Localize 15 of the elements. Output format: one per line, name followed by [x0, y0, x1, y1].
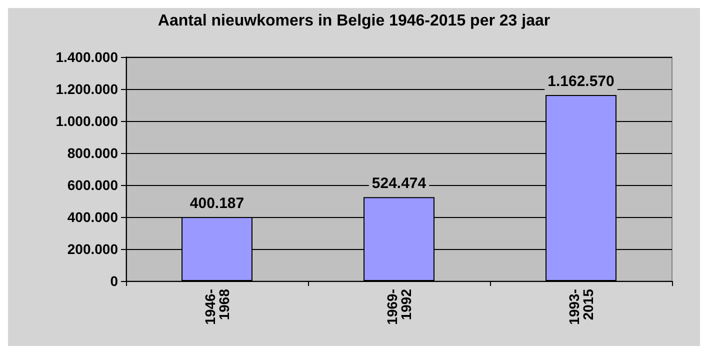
x-tick-label: 1946-1968 — [202, 288, 232, 325]
y-tick-label: 0 — [110, 273, 118, 289]
y-tick-label: 400.000 — [67, 209, 118, 225]
data-label: 524.474 — [372, 175, 427, 192]
y-tick-label: 200.000 — [67, 241, 118, 257]
y-tick-label: 600.000 — [67, 177, 118, 193]
data-label: 400.187 — [190, 194, 244, 212]
data-label: 1.162.570 — [548, 72, 614, 90]
y-tick-label: 1.200.000 — [56, 81, 118, 97]
y-tick-label: 1.400.000 — [56, 49, 118, 65]
y-tick-label: 1.000.000 — [56, 113, 118, 129]
x-tick-label: 1969-1992 — [384, 288, 414, 325]
y-tick-label: 800.000 — [67, 145, 118, 161]
x-tick-label: 1993-2015 — [566, 288, 596, 325]
chart-title: Aantal nieuwkomers in Belgie 1946-2015 per 23 jaar — [158, 12, 550, 30]
